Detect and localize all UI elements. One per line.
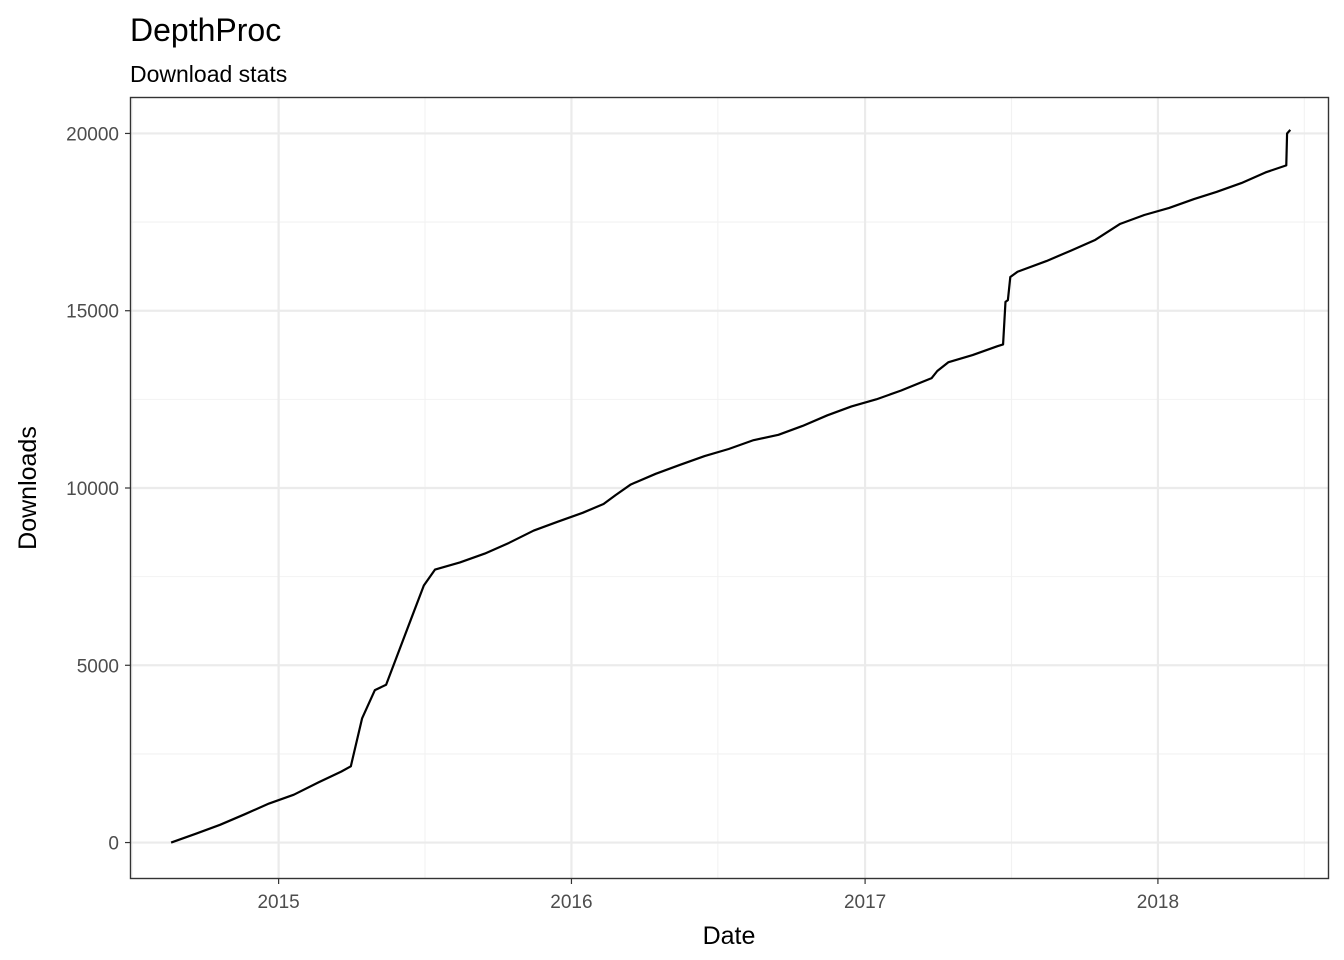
y-tick-label: 20000 — [66, 124, 119, 145]
chart-title: DepthProc — [130, 12, 281, 48]
x-axis-title: Date — [703, 922, 756, 950]
x-tick-label: 2017 — [844, 892, 886, 913]
x-tick-label: 2016 — [550, 892, 592, 913]
y-axis-title: Downloads — [14, 426, 42, 550]
y-tick-label: 10000 — [66, 479, 119, 500]
y-axis: 0 5000 10000 15000 20000 — [66, 124, 131, 855]
downloads-series-line — [170, 129, 1292, 844]
chart-subtitle: Download stats — [130, 61, 287, 87]
y-tick-label: 0 — [108, 834, 119, 855]
x-axis: 2015 2016 2017 2018 — [257, 878, 1179, 913]
y-tick-label: 5000 — [77, 656, 119, 677]
x-tick-label: 2018 — [1137, 892, 1179, 913]
x-tick-label: 2015 — [257, 892, 299, 913]
y-tick-label: 15000 — [66, 302, 119, 323]
grid-major — [131, 98, 1328, 878]
